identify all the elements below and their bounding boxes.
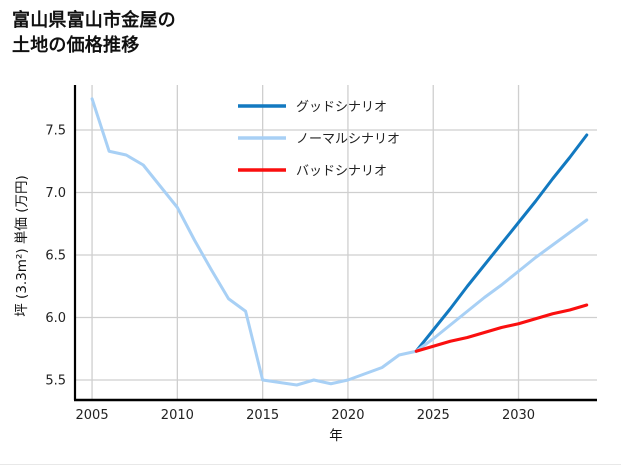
y-axis-tick-labels: 5.5 6.0 6.5 7.0 7.5 bbox=[45, 124, 66, 389]
y-axis-title: 坪 (3.3m²) 単価 (万円) bbox=[14, 175, 30, 316]
y-tick-label: 7.0 bbox=[45, 186, 66, 201]
gridlines bbox=[75, 85, 597, 400]
series-lines bbox=[90, 97, 589, 387]
x-tick-label: 2020 bbox=[331, 408, 364, 423]
legend-label-1: ノーマルシナリオ bbox=[296, 132, 400, 147]
x-tick-label: 2030 bbox=[502, 408, 535, 423]
series-line-2 bbox=[414, 303, 589, 353]
legend-label-0: グッドシナリオ bbox=[296, 100, 387, 115]
plot-border bbox=[73, 85, 597, 402]
page-title: 富山県富山市金屋の 土地の価格推移 bbox=[12, 10, 176, 55]
x-tick-label: 2010 bbox=[161, 408, 194, 423]
y-tick-label: 6.5 bbox=[45, 249, 66, 264]
x-axis-tick-labels: 2005 2010 2015 2020 2025 2030 bbox=[76, 408, 536, 423]
y-tick-label: 5.5 bbox=[45, 374, 66, 389]
x-tick-label: 2025 bbox=[417, 408, 450, 423]
x-tick-label: 2015 bbox=[246, 408, 279, 423]
series-line-0 bbox=[414, 133, 589, 353]
x-axis-title: 年 bbox=[329, 428, 343, 444]
legend-label-2: バッドシナリオ bbox=[296, 164, 387, 179]
x-tick-label: 2005 bbox=[76, 408, 109, 423]
series-line-1 bbox=[90, 97, 589, 387]
y-tick-label: 7.5 bbox=[45, 124, 66, 139]
y-tick-label: 6.0 bbox=[45, 311, 66, 326]
